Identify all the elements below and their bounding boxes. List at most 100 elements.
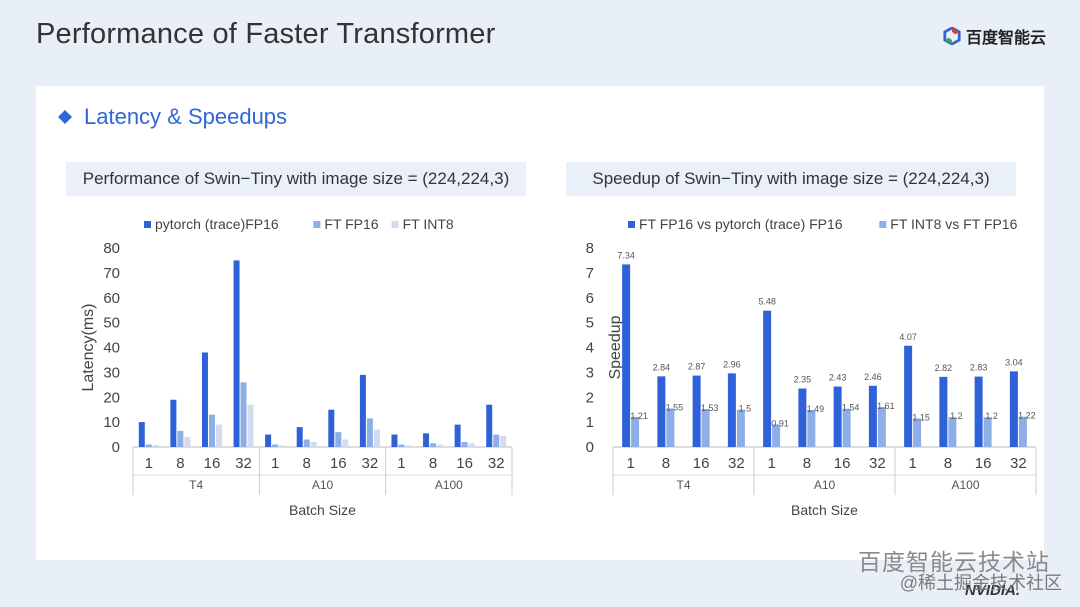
legend-label-0: pytorch (trace)FP16	[155, 216, 279, 232]
x-tick-label: 8	[303, 455, 311, 472]
legend-label-1: FT INT8 vs FT FP16	[890, 216, 1017, 232]
brand-logo-group: 百度智能云	[943, 24, 1046, 48]
speedup-chart-title: Speedup of Swin−Tiny with image size = (…	[566, 162, 1016, 196]
bar-1-A10-1	[772, 424, 781, 447]
data-label: 1.55	[666, 402, 684, 412]
bar-0-A100-16	[454, 424, 461, 447]
y-tick-label: 3	[586, 364, 594, 381]
bar-0-A10-32	[868, 385, 877, 447]
x-tick-label: 8	[944, 455, 952, 472]
legend-swatch-1	[313, 221, 321, 228]
group-label: A10	[814, 478, 836, 492]
y-tick-label: 40	[103, 340, 120, 357]
x-tick-label: 1	[626, 455, 634, 472]
watermark-text: 百度智能云技术站	[858, 549, 1050, 575]
bar-1-A10-8	[303, 439, 310, 447]
bar-2-A10-8	[310, 442, 317, 447]
group-label: A100	[435, 478, 463, 492]
data-label: 1.53	[701, 403, 719, 413]
x-tick-label: 1	[145, 455, 153, 472]
y-tick-label: 20	[103, 389, 120, 406]
data-label: 5.48	[758, 297, 776, 307]
section-header: Latency & Speedups	[58, 104, 287, 130]
data-label: 7.34	[617, 250, 635, 260]
y-axis-label: Speedup	[607, 315, 624, 379]
x-tick-label: 1	[397, 455, 405, 472]
bar-1-A100-16	[983, 417, 992, 447]
x-axis-label: Batch Size	[289, 502, 356, 518]
bar-1-A100-8	[948, 417, 957, 447]
bar-1-A100-32	[493, 434, 500, 447]
data-label: 1.5	[739, 404, 752, 414]
bar-0-A100-16	[974, 376, 983, 447]
x-tick-label: 8	[176, 455, 184, 472]
bar-1-T4-32	[736, 409, 745, 447]
x-tick-label: 8	[662, 455, 670, 472]
y-tick-label: 50	[103, 315, 120, 332]
data-label: 1.49	[807, 404, 825, 414]
bar-1-A10-32	[366, 418, 373, 447]
data-label: 1.61	[877, 401, 895, 411]
bar-1-A10-1	[272, 444, 279, 447]
slide-title: Performance of Faster Transformer	[36, 18, 496, 50]
legend-label-2: FT INT8	[403, 216, 454, 232]
bar-1-T4-8	[177, 430, 184, 447]
x-tick-label: 16	[330, 455, 347, 472]
bar-1-A100-1	[913, 418, 922, 447]
bar-2-A10-1	[279, 445, 286, 447]
bar-1-A100-1	[398, 444, 405, 447]
data-label: 1.15	[912, 412, 930, 422]
data-label: 1.2	[950, 411, 963, 421]
bar-2-A10-32	[373, 429, 380, 447]
bar-1-A10-8	[807, 409, 816, 447]
data-label: 2.46	[864, 372, 882, 382]
bar-0-A10-32	[359, 374, 366, 447]
bar-0-T4-8	[657, 376, 666, 447]
data-label: 3.04	[1005, 357, 1023, 367]
legend-swatch-2	[391, 221, 399, 228]
x-tick-label: 32	[362, 455, 379, 472]
latency-bar-chart: pytorch (trace)FP16 FT FP16 FT INT8 0 10 20 30…	[80, 216, 513, 518]
bar-0-A100-8	[423, 433, 430, 447]
y-tick-label: 2	[586, 389, 594, 406]
bar-1-T4-32	[240, 382, 247, 447]
bar-0-A10-16	[328, 409, 335, 447]
data-label: 2.83	[970, 363, 988, 373]
bar-0-A100-8	[939, 376, 948, 447]
brand-name: 百度智能云	[965, 30, 1046, 47]
x-tick-label: 32	[488, 455, 505, 472]
x-tick-label: 16	[693, 455, 710, 472]
legend-label-1: FT FP16	[324, 216, 378, 232]
y-tick-label: 0	[112, 439, 120, 456]
x-tick-label: 32	[235, 455, 252, 472]
group-label: A100	[951, 478, 979, 492]
bar-1-A100-32	[1018, 416, 1027, 447]
bar-2-A100-8	[437, 444, 444, 447]
bar-0-T4-8	[170, 399, 177, 447]
content-panel: Latency & Speedups Performance of Swin−T…	[36, 86, 1044, 560]
legend-swatch-0	[628, 221, 635, 228]
data-label: 1.21	[630, 411, 648, 421]
x-axis-label: Batch Size	[791, 502, 858, 518]
x-tick-label: 32	[728, 455, 745, 472]
bar-0-T4-1	[622, 264, 631, 447]
x-tick-label: 16	[834, 455, 851, 472]
bar-1-A10-16	[842, 408, 851, 447]
legend-swatch-1	[879, 221, 887, 228]
bar-0-T4-32	[727, 373, 736, 447]
bar-1-T4-8	[666, 408, 675, 447]
bar-2-A100-32	[500, 435, 507, 447]
bar-2-T4-8	[184, 437, 191, 447]
bar-1-A100-8	[430, 443, 437, 447]
diamond-bullet-icon	[58, 110, 72, 124]
y-tick-label: 1	[586, 414, 594, 431]
bar-0-T4-1	[138, 422, 145, 447]
x-tick-label: 16	[456, 455, 473, 472]
y-tick-label: 7	[586, 265, 594, 282]
bar-2-A100-1	[405, 445, 412, 447]
bar-2-A10-16	[342, 439, 349, 447]
x-tick-label: 8	[803, 455, 811, 472]
y-tick-label: 6	[586, 290, 594, 307]
bar-0-A10-1	[763, 310, 772, 447]
group-label: T4	[676, 478, 690, 492]
